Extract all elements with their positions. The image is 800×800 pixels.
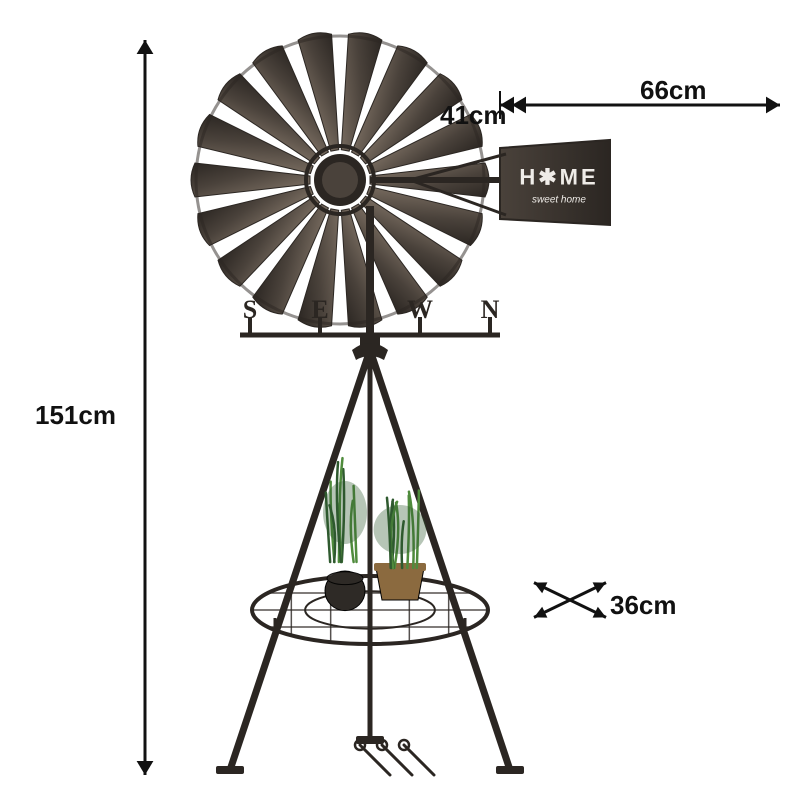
svg-text:W: W [407, 295, 433, 324]
product-dimension-diagram: H✱ME sweet home S E W N 151cm 66cm 41cm 36cm [0, 0, 800, 800]
tail-label: 41cm [440, 100, 507, 131]
diagram-svg: H✱ME sweet home S E W N [0, 0, 800, 800]
plant-pot [374, 491, 427, 600]
plant-shelf [252, 576, 488, 644]
svg-text:H✱ME: H✱ME [519, 165, 598, 190]
svg-text:sweet home: sweet home [532, 195, 586, 206]
width-label: 66cm [640, 75, 707, 106]
shelf-label: 36cm [610, 590, 677, 621]
tripod [216, 343, 524, 774]
ground-stakes [355, 740, 434, 775]
height-label: 151cm [35, 400, 116, 431]
svg-text:N: N [481, 295, 500, 324]
svg-text:E: E [311, 295, 328, 324]
svg-text:S: S [243, 295, 257, 324]
